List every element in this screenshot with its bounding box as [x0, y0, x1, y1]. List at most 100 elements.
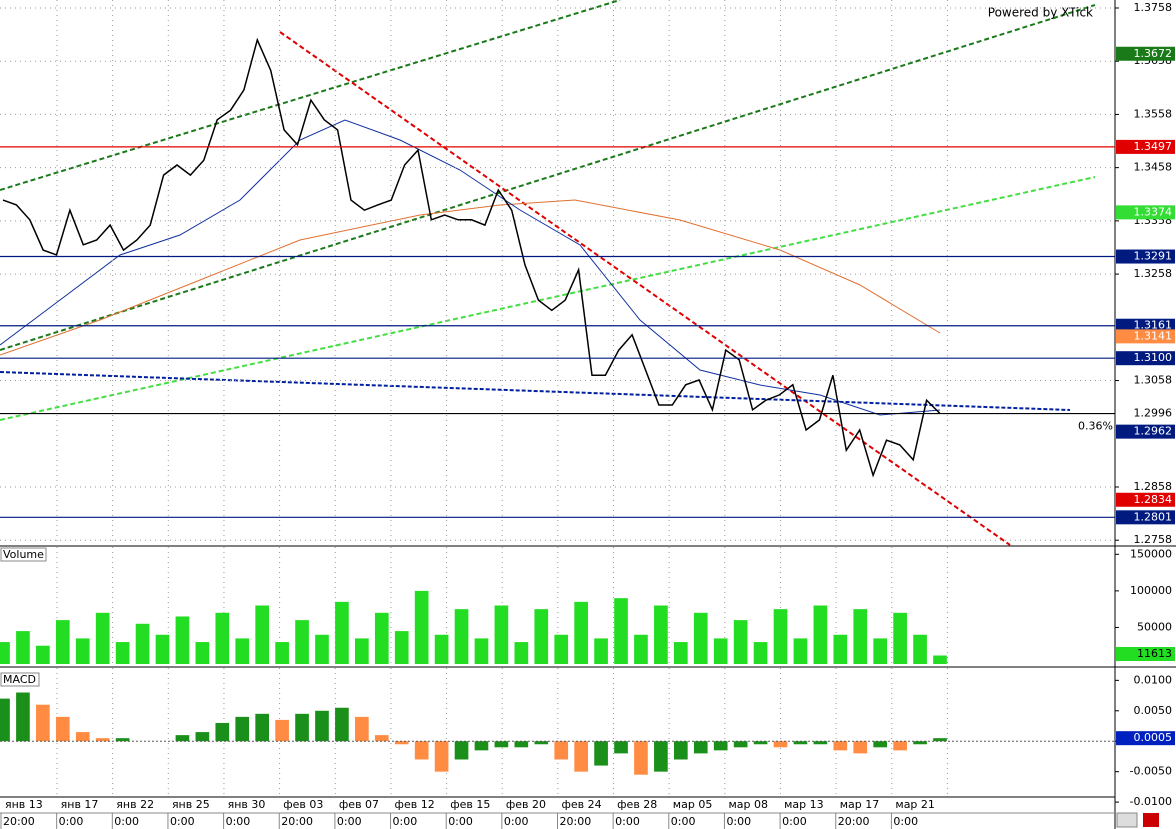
- trendline: [0, 176, 1096, 421]
- bar: [255, 605, 270, 664]
- bar: [75, 732, 90, 742]
- bar: [374, 735, 389, 742]
- bar: [713, 638, 728, 664]
- x-tick-label: 0:00: [448, 815, 473, 828]
- bar: [913, 634, 927, 664]
- x-tick-label: мар 08: [728, 798, 768, 811]
- bar: [534, 609, 549, 664]
- x-tick-label: 20:00: [560, 815, 592, 828]
- trendline: [0, 4, 1096, 351]
- bar: [733, 620, 748, 664]
- bar: [355, 716, 369, 742]
- x-tick-label: фев 12: [395, 798, 435, 811]
- x-tick-label: фев 03: [283, 798, 323, 811]
- bar: [654, 741, 668, 772]
- x-tick-label: мар 13: [784, 798, 824, 811]
- value-tag-label: 0.0005: [1134, 731, 1173, 744]
- bar: [135, 623, 150, 664]
- y-tick-label: 150000: [1130, 547, 1172, 560]
- price-tag: [1116, 46, 1175, 61]
- bar: [394, 631, 409, 664]
- bar: [554, 741, 569, 760]
- value-tag: [1116, 647, 1175, 661]
- x-tick-label: фев 15: [450, 798, 490, 811]
- bar: [614, 741, 628, 754]
- bar: [0, 698, 10, 742]
- x-tick-label: 0:00: [226, 815, 251, 828]
- bar: [713, 741, 728, 751]
- bar: [733, 741, 748, 748]
- bar: [335, 601, 349, 664]
- pane-title: Volume: [3, 548, 44, 561]
- toolbar-button[interactable]: [1143, 813, 1159, 827]
- bar: [514, 741, 529, 748]
- price-tag-label: 1.2962: [1134, 425, 1173, 438]
- bar: [374, 612, 389, 664]
- y-tick-label: 0.0100: [1134, 673, 1173, 686]
- bar: [933, 655, 947, 664]
- price-tag: [1116, 249, 1175, 264]
- bar: [275, 642, 289, 664]
- bar: [574, 741, 588, 772]
- bar: [673, 642, 688, 664]
- bar: [235, 638, 250, 664]
- bar: [614, 598, 628, 664]
- y-tick-label: 100000: [1130, 584, 1172, 597]
- moving-average: [0, 199, 941, 356]
- x-tick-label: янв 17: [61, 798, 99, 811]
- price-tag: [1116, 329, 1175, 344]
- moving-average: [0, 119, 941, 416]
- bar: [155, 634, 170, 664]
- price-tag-label: 1.3672: [1134, 47, 1173, 60]
- bar: [933, 738, 947, 742]
- bar: [195, 642, 210, 664]
- x-tick-label: мар 17: [840, 798, 880, 811]
- bar: [574, 601, 588, 664]
- y-tick-label: -0.0050: [1130, 765, 1172, 778]
- price-tag: [1116, 510, 1175, 525]
- y-tick-label: 1.2858: [1134, 480, 1173, 493]
- pane-label-box: [0, 672, 40, 687]
- x-tick-label: янв 13: [5, 798, 43, 811]
- overlays: [0, 0, 1096, 546]
- bar: [753, 741, 768, 745]
- bar: [474, 638, 489, 664]
- y-tick-label: 1.3458: [1134, 161, 1173, 174]
- x-tick-label: 0:00: [782, 815, 807, 828]
- bar: [115, 738, 130, 742]
- x-tick-label: 20:00: [3, 815, 35, 828]
- bar: [634, 634, 648, 664]
- bar: [215, 722, 230, 742]
- bar: [474, 741, 489, 751]
- x-tick-label: фев 20: [506, 798, 546, 811]
- trendline: [0, 0, 621, 191]
- bar: [494, 605, 509, 664]
- toolbar-button[interactable]: [1116, 812, 1138, 828]
- bar: [554, 634, 569, 664]
- bar: [873, 741, 888, 748]
- annotation: 0.36%: [1078, 420, 1113, 433]
- x-tick-label: янв 30: [228, 798, 266, 811]
- x-tick-label: 0:00: [170, 815, 195, 828]
- price-tag: [1116, 139, 1175, 154]
- bar: [315, 634, 329, 664]
- price-tag-label: 1.3100: [1134, 351, 1173, 364]
- y-tick-label: 50000: [1137, 620, 1172, 633]
- x-tick-label: 0:00: [726, 815, 751, 828]
- bar: [913, 741, 927, 745]
- bar: [36, 704, 50, 742]
- bar: [594, 638, 608, 664]
- bar: [454, 741, 469, 760]
- annotation: Powered by XTick: [988, 6, 1093, 20]
- bar: [693, 741, 708, 754]
- y-tick-label: -0.0100: [1130, 795, 1172, 808]
- bar: [853, 741, 868, 754]
- bar: [95, 738, 110, 742]
- bar: [0, 642, 10, 664]
- price-tag-label: 1.3291: [1134, 250, 1173, 263]
- x-tick-label: мар 21: [895, 798, 935, 811]
- price-tag: [1116, 205, 1175, 220]
- bar: [873, 638, 888, 664]
